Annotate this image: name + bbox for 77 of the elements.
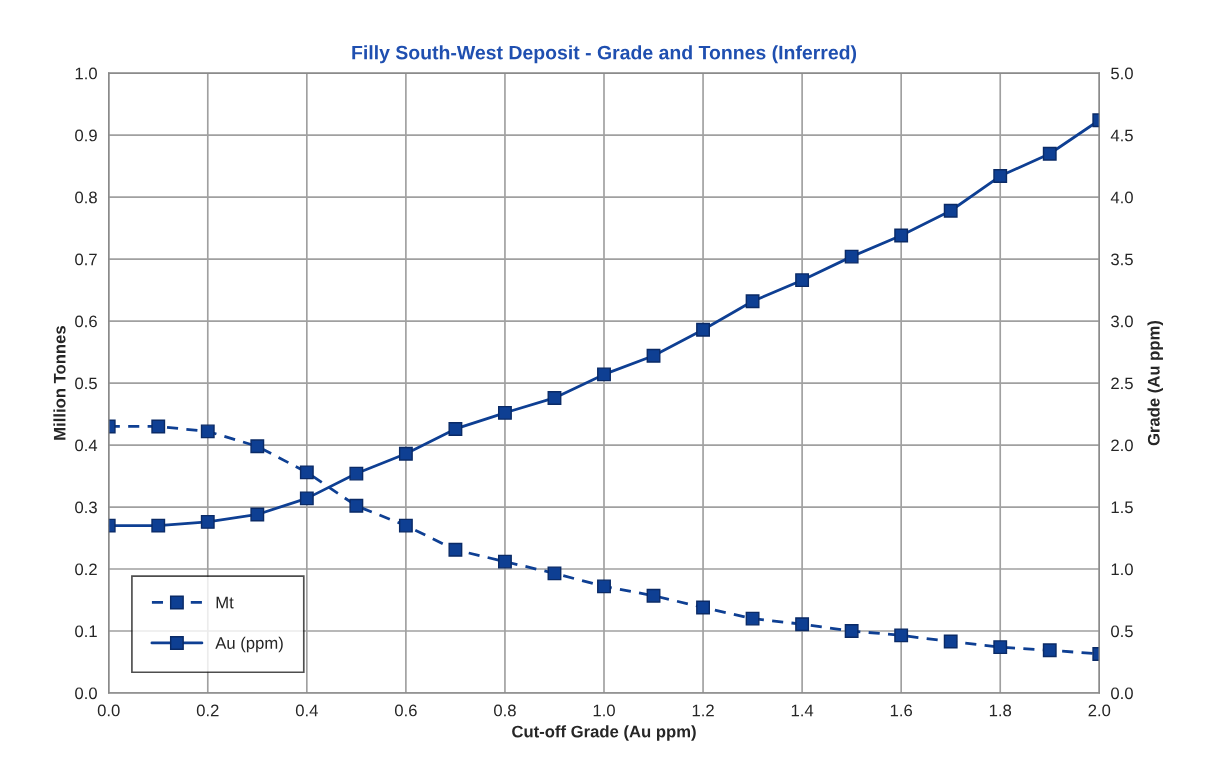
point	[299, 491, 314, 506]
x-tick-label: 0.6	[394, 704, 417, 717]
y-tick-label: 0.4	[75, 439, 98, 452]
x-tick-label: 1.2	[692, 704, 714, 717]
point	[448, 421, 463, 436]
y-tick-label: 0.8	[75, 191, 97, 204]
x-tick-label: 0.4	[295, 704, 318, 717]
y-tick-label: 0.2	[75, 563, 97, 576]
point	[795, 273, 810, 288]
y-tick-label: 0.7	[75, 253, 97, 266]
y2-tick-label: 2.0	[1111, 439, 1133, 452]
y2-tick-label: 4.5	[1110, 129, 1133, 142]
legend-label: Mt	[216, 596, 234, 609]
point	[547, 566, 562, 581]
x-tick-label: 1.4	[791, 704, 814, 717]
point	[250, 439, 265, 454]
point	[349, 466, 364, 481]
point	[597, 579, 611, 594]
y-tick-label: 0.0	[75, 687, 97, 700]
x-tick-label: 0.0	[97, 704, 120, 717]
point	[844, 249, 859, 264]
x-tick-label: 1.6	[890, 704, 913, 717]
point	[646, 348, 661, 363]
point	[696, 322, 711, 337]
point	[547, 391, 562, 405]
x-tick-label: 1.8	[989, 704, 1012, 717]
y2-tick-label: 3.0	[1111, 315, 1133, 328]
y-tick-label: 1.0	[75, 67, 97, 80]
y2-tick-label: 0.0	[1111, 687, 1133, 700]
y2-tick-label: 1.0	[1111, 563, 1133, 576]
point	[844, 624, 859, 638]
point	[894, 628, 909, 643]
point	[151, 419, 166, 434]
point	[943, 634, 958, 649]
y2-tick-label: 5.0	[1111, 67, 1133, 80]
point	[1042, 643, 1057, 658]
y2-tick-label: 4.0	[1110, 191, 1133, 204]
point	[398, 518, 413, 533]
point	[894, 228, 909, 243]
point	[200, 514, 215, 529]
point	[646, 588, 661, 603]
y2-tick-label: 1.5	[1111, 501, 1133, 514]
point	[1042, 146, 1057, 161]
legend-label: Au (ppm)	[215, 636, 283, 653]
y-tick-label: 0.6	[75, 315, 97, 328]
chart-title: Filly South-West Deposit - Grade and Tonnes (Inferred)	[352, 45, 857, 64]
x-tick-label: 1.0	[593, 704, 615, 717]
point	[200, 424, 215, 439]
point	[993, 169, 1008, 183]
y-tick-label: 0.9	[75, 129, 97, 142]
point	[943, 203, 958, 218]
point	[795, 617, 810, 632]
point	[993, 640, 1008, 655]
point	[745, 611, 760, 626]
point	[349, 498, 364, 513]
point	[151, 518, 166, 533]
y2-tick-label: 2.5	[1111, 377, 1133, 390]
y2-tick-label: 0.5	[1111, 625, 1133, 638]
y-tick-label: 0.5	[75, 377, 97, 390]
point	[696, 600, 711, 615]
point	[497, 405, 512, 420]
point	[745, 294, 760, 309]
point	[299, 465, 314, 480]
y-tick-label: 0.1	[75, 625, 97, 638]
point	[448, 542, 463, 557]
y-axis-title: Million Tonnes	[53, 326, 66, 440]
y2-axis-title: Grade (Au ppm)	[1147, 320, 1163, 446]
x-tick-label: 0.8	[494, 704, 516, 717]
x-tick-label: 2.0	[1088, 704, 1111, 717]
y-tick-label: 0.3	[75, 501, 97, 514]
point	[497, 554, 512, 569]
point	[597, 367, 611, 382]
point	[398, 446, 413, 461]
point	[250, 507, 265, 522]
x-axis-title: Cut-off Grade (Au ppm)	[512, 725, 696, 741]
x-tick-label: 0.2	[196, 704, 219, 717]
y2-tick-label: 3.5	[1111, 253, 1133, 266]
